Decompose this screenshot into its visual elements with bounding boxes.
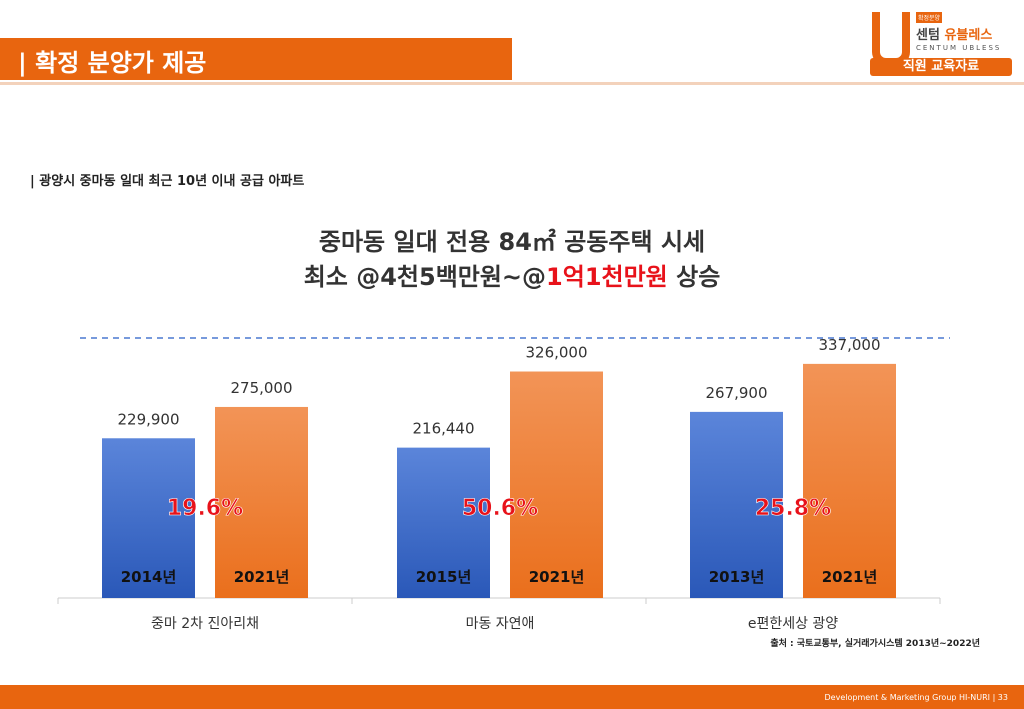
footer-text: Development & Marketing Group HI-NURI | … <box>824 693 1008 702</box>
year-label: 2015년 <box>416 568 472 586</box>
category-label: 중마 2차 진아리채 <box>151 616 259 632</box>
page-title: | 확정 분양가 제공 <box>18 49 207 77</box>
data-label: 267,900 <box>705 384 767 402</box>
headline-line2: 최소 @4천5백만원~@1억1천만원 상승 <box>303 263 721 291</box>
bar-past <box>397 447 490 598</box>
data-label: 275,000 <box>230 379 292 397</box>
footer-bar: Development & Marketing Group HI-NURI | … <box>0 685 1024 709</box>
headline-line1: 중마동 일대 전용 84㎡ 공동주택 시세 <box>318 228 706 256</box>
logo: 확정분양 센텀 유블레스 CENTUM UBLESS 직원 교육자료 <box>866 6 1016 76</box>
year-label: 2014년 <box>121 568 177 586</box>
divider <box>0 82 1024 85</box>
bar-past <box>102 438 195 598</box>
growth-annotation: 50.6% <box>462 496 538 521</box>
source-note: 출처 : 국토교통부, 실거래가시스템 2013년~2022년 <box>770 639 980 649</box>
logo-badge: 직원 교육자료 <box>870 58 1012 76</box>
category-label: e편한세상 광양 <box>748 616 838 632</box>
section-subtitle: | 광양시 중마동 일대 최근 10년 이내 공급 아파트 <box>30 174 305 189</box>
logo-name: 센텀 유블레스 <box>916 28 993 43</box>
bar-2021 <box>215 406 308 598</box>
bar-2021 <box>803 363 896 598</box>
growth-annotation: 25.8% <box>755 496 831 521</box>
bar-2021 <box>510 371 603 598</box>
data-label: 326,000 <box>525 344 587 362</box>
year-label: 2021년 <box>234 568 290 586</box>
category-label: 마동 자연애 <box>466 616 535 632</box>
year-label: 2021년 <box>822 568 878 586</box>
data-label: 337,000 <box>818 336 880 354</box>
data-label: 216,440 <box>412 420 474 438</box>
year-label: 2013년 <box>709 568 765 586</box>
logo-tag: 확정분양 <box>916 12 943 23</box>
data-label: 229,900 <box>117 410 179 428</box>
growth-annotation: 19.6% <box>167 496 243 521</box>
year-label: 2021년 <box>529 568 585 586</box>
bar-past <box>690 411 783 598</box>
logo-sub: CENTUM UBLESS <box>916 44 1002 52</box>
header-bar: | 확정 분양가 제공 <box>0 38 512 80</box>
